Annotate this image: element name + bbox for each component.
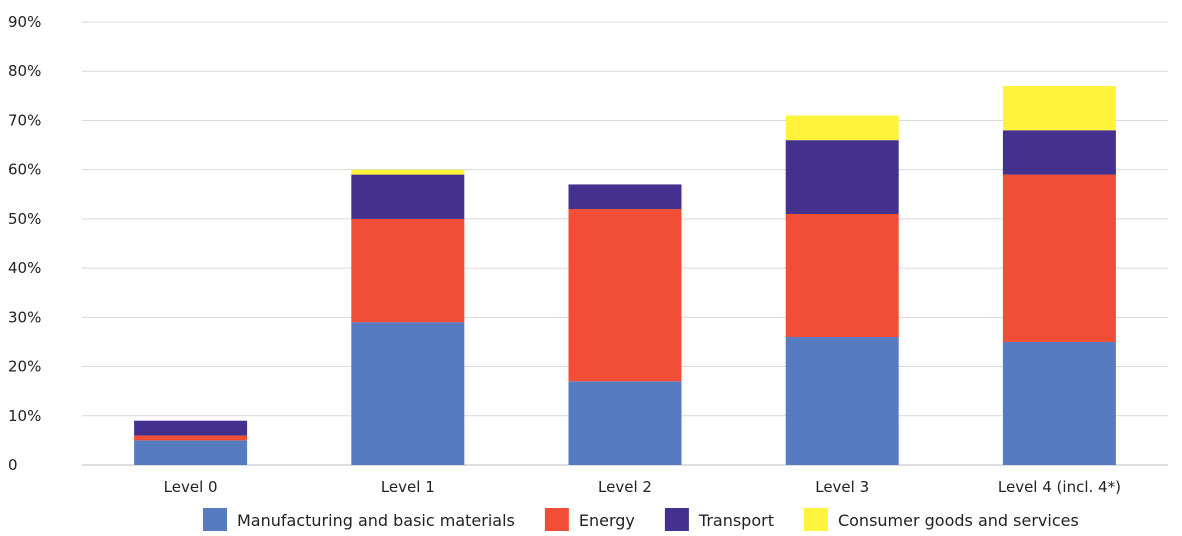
y-tick-label: 50% [8,210,41,228]
bar-segment [1002,341,1116,465]
legend-swatch [664,508,689,531]
y-axis-ticks: 0 10% 20% 30% 40% 50% 60% 70% 80% 90% [8,13,41,474]
bar-segment [785,213,899,338]
x-tick-label: Level 4 (incl. 4*) [998,478,1121,496]
legend-swatch [544,508,569,531]
bar-segment [1002,174,1116,342]
y-tick-label: 10% [8,407,41,425]
bar-segment [785,140,899,214]
bar-segment [568,184,682,210]
x-tick-label: Level 3 [815,478,869,496]
bar-segment [1002,85,1116,131]
legend: Manufacturing and basic materials Energy T… [203,508,1079,531]
x-tick-label: Level 2 [598,478,652,496]
y-tick-label: 70% [8,111,41,129]
bar-segment [134,435,248,441]
bar-segment [785,337,899,465]
y-tick-label: 20% [8,358,41,376]
y-tick-label: 90% [8,13,41,31]
y-tick-label: 80% [8,62,41,80]
bar-segment [785,115,899,141]
y-tick-label: 30% [8,308,41,326]
legend-swatch [803,508,828,531]
legend-label: Manufacturing and basic materials [237,511,515,530]
bar-segment [568,381,682,465]
bar-segment [351,322,465,465]
bar-segment [351,169,465,175]
legend-label: Consumer goods and services [838,511,1079,530]
bars [134,85,1116,465]
bar-segment [1002,130,1116,175]
legend-swatch [203,508,227,531]
bar-segment [134,420,248,436]
bar-segment [351,218,465,323]
legend-label: Energy [579,511,635,530]
bar-segment [568,209,682,382]
x-tick-label: Level 1 [381,478,435,496]
legend-label: Transport [698,511,774,530]
y-tick-label: 40% [8,259,41,277]
y-tick-label: 60% [8,161,41,179]
x-axis-ticks: Level 0 Level 1 Level 2 Level 3 Level 4 (inc… [164,478,1121,496]
bar-segment [134,440,248,465]
y-tick-label: 0 [8,456,18,474]
x-tick-label: Level 0 [164,478,218,496]
bar-segment [351,174,465,219]
